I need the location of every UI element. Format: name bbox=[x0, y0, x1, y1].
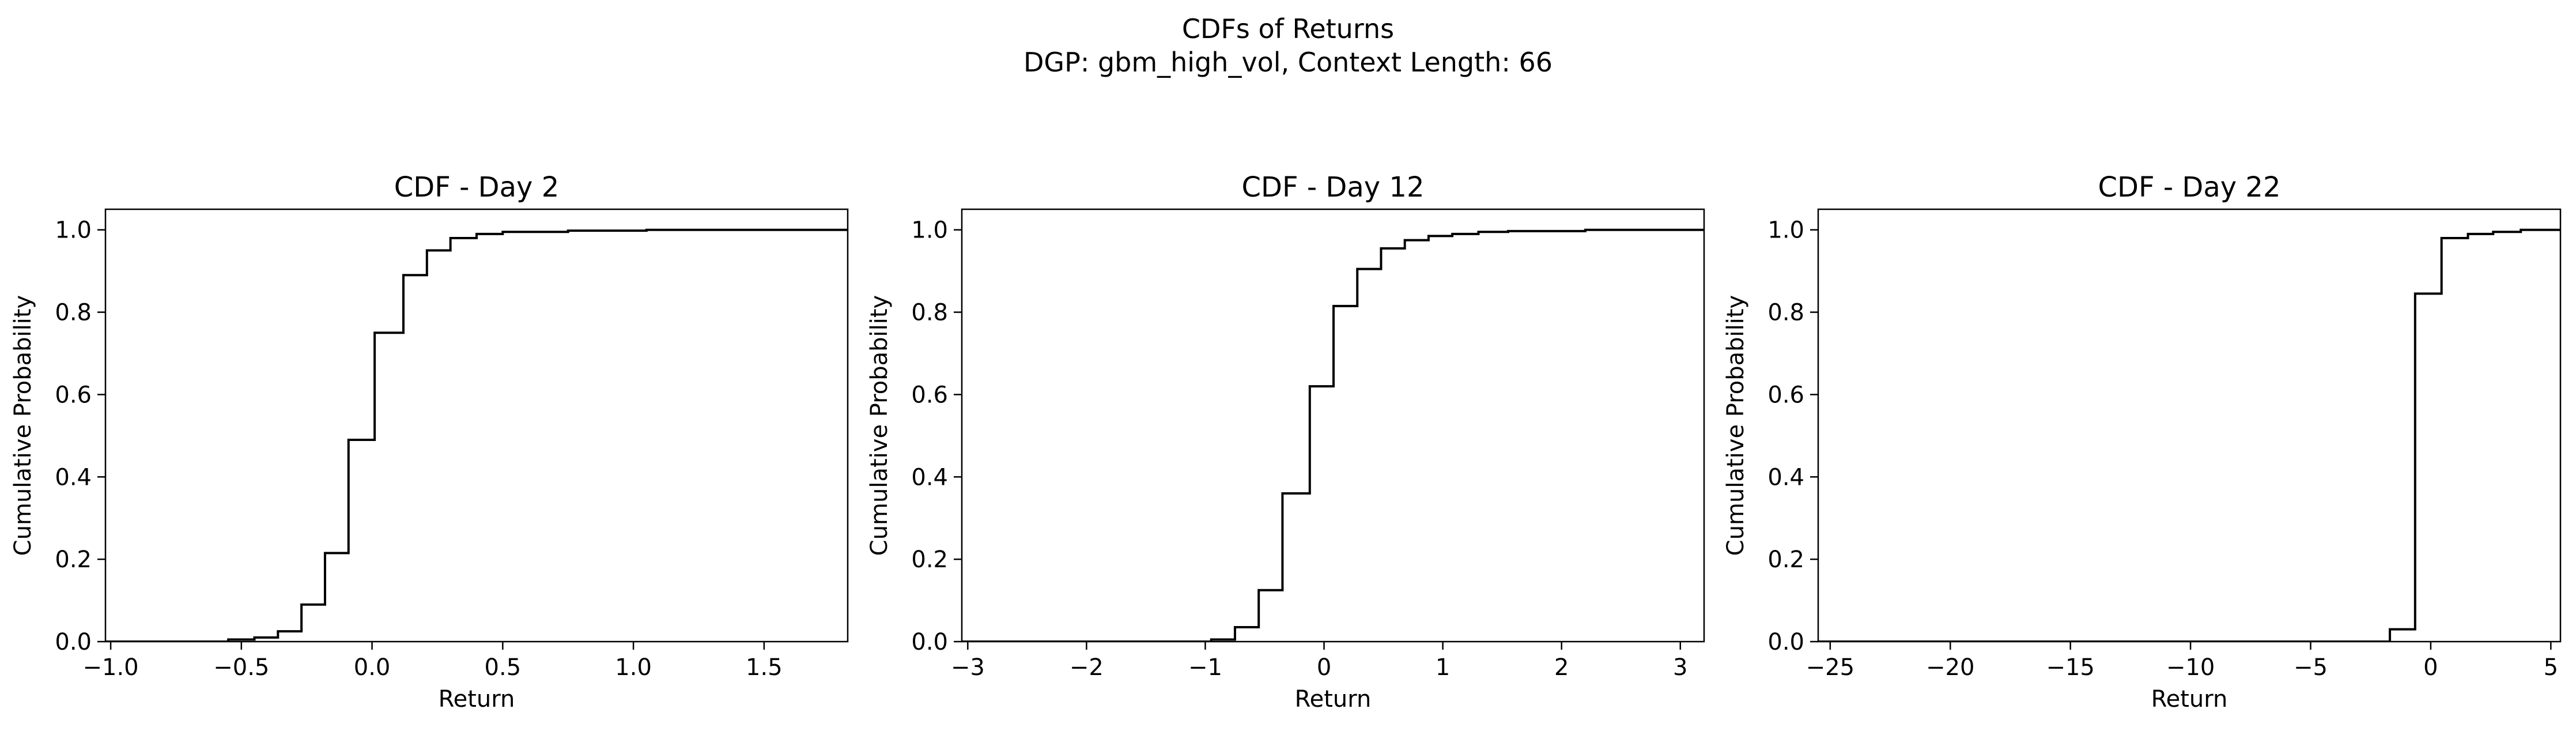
x-tick-label: 1.5 bbox=[746, 654, 783, 681]
x-tick-label: 0 bbox=[2423, 654, 2438, 681]
y-tick-label: 0.8 bbox=[911, 300, 948, 326]
y-tick-label: 0.2 bbox=[1767, 546, 1804, 573]
y-tick-label: 0.2 bbox=[55, 546, 92, 573]
x-tick-label: 5 bbox=[2544, 654, 2558, 681]
cdf-step-line bbox=[105, 228, 848, 642]
y-tick-label: 1.0 bbox=[1767, 217, 1804, 244]
x-tick-label: −3 bbox=[951, 654, 985, 681]
y-axis-label: Cumulative Probability bbox=[10, 295, 36, 556]
axes-frame bbox=[1817, 208, 2562, 643]
y-tick-label: 0.6 bbox=[1767, 382, 1804, 408]
figure-subtitle: DGP: gbm_high_vol, Context Length: 66 bbox=[1023, 47, 1553, 78]
chart-2: CDF - Day 12 −3 −2 −1 0 1 2 3 0.0 0.2 0.4 0.6 0.8 1.0… bbox=[866, 171, 1705, 713]
x-tick-label: 3 bbox=[1673, 654, 1687, 681]
x-tick-label: −1 bbox=[1188, 654, 1222, 681]
cdf-step-line bbox=[1818, 228, 2560, 642]
y-tick-label: 0.8 bbox=[55, 300, 92, 326]
y-tick-label: 0.4 bbox=[1767, 464, 1804, 491]
x-tick-label: −25 bbox=[1806, 654, 1854, 681]
y-tick-label: 0.2 bbox=[911, 546, 948, 573]
cdf-step-line bbox=[962, 228, 1704, 642]
y-tick-label: 0.0 bbox=[1767, 629, 1804, 655]
y-tick-label: 0.6 bbox=[911, 382, 948, 408]
figure-title: CDFs of Returns bbox=[1182, 13, 1394, 44]
y-axis-label: Cumulative Probability bbox=[866, 295, 893, 556]
y-tick-label: 0.4 bbox=[911, 464, 948, 491]
x-tick-label: −1.0 bbox=[83, 654, 139, 681]
x-tick-label: 0.0 bbox=[354, 654, 391, 681]
y-tick-label: 1.0 bbox=[55, 217, 92, 244]
x-tick-label: −2 bbox=[1070, 654, 1104, 681]
x-tick-label: 1 bbox=[1436, 654, 1450, 681]
x-tick-label: −15 bbox=[2046, 654, 2094, 681]
x-tick-label: 0.5 bbox=[485, 654, 522, 681]
x-tick-label: 1.0 bbox=[615, 654, 652, 681]
x-axis-label: Return bbox=[439, 686, 515, 713]
axes-frame bbox=[961, 208, 1705, 643]
y-tick-label: 0.6 bbox=[55, 382, 92, 408]
y-tick-label: 0.4 bbox=[55, 464, 92, 491]
chart-title: CDF - Day 12 bbox=[1241, 171, 1424, 203]
y-tick-label: 0.8 bbox=[1767, 300, 1804, 326]
y-tick-label: 1.0 bbox=[911, 217, 948, 244]
chart-title: CDF - Day 22 bbox=[2098, 171, 2280, 203]
x-tick-label: −0.5 bbox=[213, 654, 269, 681]
x-axis-label: Return bbox=[1295, 686, 1372, 713]
x-tick-label: −10 bbox=[2166, 654, 2215, 681]
y-tick-label: 0.0 bbox=[55, 629, 92, 655]
chart-1: CDF - Day 2 −1.0 −0.5 0.0 0.5 1.0 1.5 0.0 0.2 0.4… bbox=[10, 171, 849, 713]
x-tick-label: 0 bbox=[1317, 654, 1331, 681]
chart-3: CDF - Day 22 −25 −20 −15 −10 −5 0 5 0.0 0.2 0.4 0.6… bbox=[1723, 171, 2562, 713]
charts-row: CDF - Day 2 −1.0 −0.5 0.0 0.5 1.0 1.5 0.0 0.2 0.4… bbox=[10, 171, 2562, 713]
x-axis-label: Return bbox=[2151, 686, 2228, 713]
x-tick-label: −20 bbox=[1926, 654, 1974, 681]
x-tick-label: 2 bbox=[1554, 654, 1569, 681]
y-tick-label: 0.0 bbox=[911, 629, 948, 655]
chart-title: CDF - Day 2 bbox=[394, 171, 560, 203]
y-axis-label: Cumulative Probability bbox=[1723, 295, 1749, 556]
x-tick-label: −5 bbox=[2294, 654, 2328, 681]
axes-frame bbox=[104, 208, 849, 643]
